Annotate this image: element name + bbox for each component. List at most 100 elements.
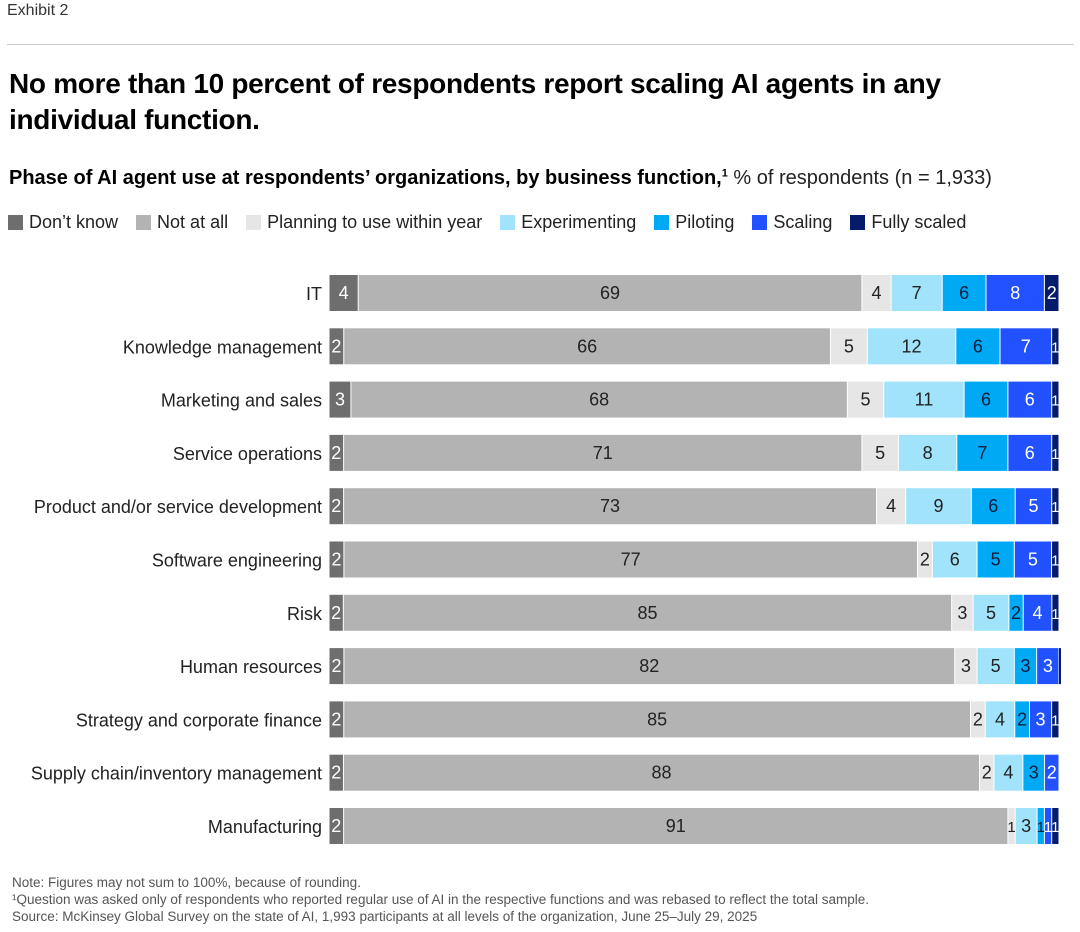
subtitle-text: Phase of AI agent use at respondents’ or… — [9, 167, 722, 189]
legend-label: Fully scaled — [871, 212, 967, 232]
bar-segment — [343, 594, 952, 631]
legend-label: Scaling — [773, 212, 833, 232]
category-label: Strategy and corporate finance — [76, 710, 322, 730]
bar-segment — [891, 275, 942, 311]
data-label: 6 — [1025, 390, 1035, 410]
data-label: 2 — [331, 336, 341, 356]
bar-segment — [1044, 275, 1059, 311]
bar-segment — [877, 488, 906, 525]
category-label: Manufacturing — [208, 817, 322, 837]
data-label: 2 — [331, 656, 341, 676]
data-label: 5 — [991, 550, 1001, 570]
bar-segment — [862, 434, 898, 471]
bar-segment — [1052, 381, 1059, 418]
bar-segment — [1008, 434, 1052, 471]
data-label: 1 — [1051, 606, 1059, 623]
bar-segment — [1015, 701, 1030, 738]
note-rounding: Note: Figures may not sum to 100%, becau… — [12, 875, 361, 890]
bar-segment — [1014, 648, 1037, 685]
data-label: 11 — [915, 390, 934, 410]
legend-label: Not at all — [157, 212, 229, 232]
bar-segment — [344, 434, 862, 471]
bar-segment — [977, 648, 1014, 685]
data-label: 8 — [923, 443, 933, 463]
legend-item: Planning to use within year — [246, 212, 482, 233]
bar-segment — [906, 488, 971, 525]
category-label: Risk — [287, 604, 323, 624]
bar-segment — [329, 648, 344, 685]
data-label: 1 — [1051, 499, 1059, 516]
data-label: 6 — [959, 283, 969, 303]
data-label: 2 — [920, 550, 930, 570]
category-label: Software engineering — [152, 551, 322, 571]
bar-segment — [973, 594, 1009, 631]
bar-segment — [1000, 328, 1052, 365]
chart-title: No more than 10 percent of respondents r… — [9, 68, 941, 135]
bar-segment — [329, 434, 344, 471]
bar-segment — [1052, 541, 1059, 578]
data-label: 3 — [1043, 656, 1053, 676]
data-label: 82 — [639, 656, 659, 676]
data-label: 3 — [335, 390, 345, 410]
bar-segment — [344, 328, 830, 365]
data-label: 2 — [331, 603, 341, 623]
bar-segment — [917, 541, 932, 578]
data-label: 1 — [1051, 446, 1059, 463]
note-source: Source: McKinsey Global Survey on the st… — [12, 909, 758, 924]
category-label: IT — [306, 284, 322, 304]
data-label: 12 — [902, 336, 922, 356]
data-label: 1 — [1051, 393, 1059, 410]
bar-segment — [867, 328, 956, 365]
bar-segment — [329, 754, 343, 791]
data-label: 5 — [875, 443, 885, 463]
bar-segment — [957, 434, 1008, 471]
data-label: 73 — [600, 496, 620, 516]
data-label: 4 — [339, 283, 349, 303]
data-label: 2 — [1017, 709, 1027, 729]
data-label: 6 — [950, 550, 960, 570]
legend-item: Scaling — [752, 212, 832, 233]
legend-swatch — [654, 215, 670, 230]
data-label: 4 — [886, 496, 896, 516]
category-label: Supply chain/inventory management — [31, 764, 322, 784]
bar-segment — [964, 381, 1008, 418]
data-label: 6 — [973, 336, 983, 356]
bar-segment — [1059, 648, 1061, 685]
data-label: 7 — [977, 443, 987, 463]
legend-item: Fully scaled — [850, 212, 966, 233]
data-label: 4 — [1003, 763, 1013, 783]
legend-item: Not at all — [136, 212, 228, 233]
legend-swatch — [246, 215, 262, 230]
data-label: 3 — [1036, 709, 1046, 729]
legend-swatch — [8, 215, 23, 230]
bar-segment — [830, 328, 867, 365]
bar-segment — [344, 808, 1008, 844]
bar-segment — [994, 754, 1023, 791]
category-label: Product and/or service development — [34, 497, 322, 517]
bar-segment — [329, 488, 344, 525]
footnote-marker: 1 — [721, 167, 728, 180]
category-label: Human resources — [180, 657, 322, 677]
data-label: 2 — [331, 550, 341, 570]
bar-segment — [1052, 808, 1059, 844]
bar-segment — [932, 541, 977, 578]
data-label: 2 — [1047, 283, 1057, 303]
bar-segment — [1045, 754, 1059, 791]
bar-segment — [1023, 754, 1045, 791]
data-label: 6 — [988, 496, 998, 516]
bar-segment — [329, 594, 343, 631]
data-label: 85 — [637, 603, 657, 623]
legend-swatch — [136, 215, 152, 230]
data-label: 8 — [1010, 283, 1020, 303]
data-label: 4 — [995, 709, 1005, 729]
legend: Don’t know Not at all Planning to use with… — [8, 212, 966, 233]
data-label: 71 — [593, 443, 613, 463]
data-label: 7 — [912, 283, 922, 303]
data-label: 6 — [1025, 443, 1035, 463]
bar-segment — [986, 275, 1044, 311]
subtitle-unit: % of respondents (n = 1,933) — [733, 167, 992, 189]
exhibit-label: Exhibit 2 — [7, 2, 69, 19]
bar-segment — [1052, 434, 1059, 471]
bar-segment — [329, 541, 344, 578]
